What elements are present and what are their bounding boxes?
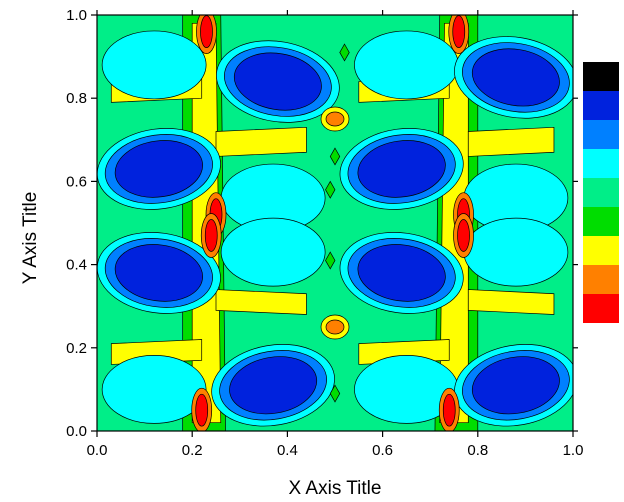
y-axis-title: Y Axis Title [20,192,41,285]
blue-minimum [114,140,203,198]
blue-minimum [357,244,446,302]
orange-maximum [325,319,345,335]
cyan-region [101,355,207,424]
yellow-arm [215,289,307,315]
red-maximum [204,219,218,252]
color-bar-swatch [583,265,619,294]
x-axis-title: X Axis Title [289,478,382,499]
green-islet [325,251,336,270]
green-islet [339,43,350,62]
x-tick-label: 0.8 [467,442,488,459]
color-bar-swatch [583,178,619,207]
cyan-region [354,30,459,100]
blue-minimum [471,48,560,107]
y-tick-label: 0.2 [66,340,87,357]
red-maximum [457,219,470,252]
red-maximum [195,393,209,427]
contour-regions [97,15,573,431]
color-bar-swatch [583,120,619,149]
x-tick-label: 0.6 [372,442,393,459]
yellow-arm [467,126,555,157]
y-tick-label: 0.6 [66,173,87,190]
color-bar [583,62,619,323]
red-maximum [200,15,213,48]
red-maximum [452,15,466,48]
plot-frame [96,14,574,432]
red-maximum [442,393,456,427]
yellow-arm [467,289,555,315]
y-tick-label: 0.8 [66,90,87,107]
orange-maximum [325,111,345,127]
color-bar-swatch [583,236,619,265]
y-tick-label: 0.0 [66,423,87,440]
x-tick-label: 0.4 [277,442,298,459]
color-bar-swatch [583,149,619,178]
cyan-region [463,217,569,287]
x-tick-label: 0.2 [182,442,203,459]
yellow-arm [215,126,307,157]
color-bar-swatch [583,207,619,236]
color-bar-swatch [583,91,619,120]
y-tick-label: 1.0 [66,7,87,24]
y-tick-label: 0.4 [66,257,87,274]
blue-minimum [357,140,446,198]
cyan-region [101,30,207,100]
x-tick-label: 0.0 [87,442,108,459]
blue-minimum [229,356,318,415]
blue-minimum [233,52,322,111]
green-islet [329,384,341,403]
color-bar-swatch [583,294,619,323]
x-tick-label: 1.0 [563,442,584,459]
green-islet [325,180,336,199]
green-islet [329,147,341,166]
axes: 0.0 0.2 0.4 0.6 0.8 1.0 0.0 0.2 0.4 0.6 0.8 1.0 [66,7,583,459]
blue-minimum [114,244,203,302]
blue-minimum [471,356,560,415]
color-bar-swatch [583,62,619,91]
cyan-region [220,217,326,287]
